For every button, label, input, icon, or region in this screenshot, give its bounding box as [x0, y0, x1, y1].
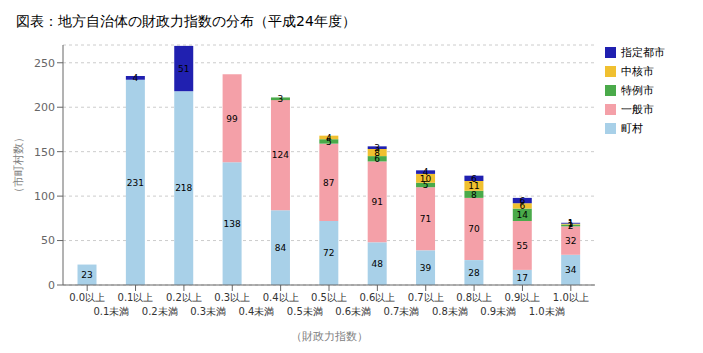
- svg-text:0.9未満: 0.9未満: [480, 306, 516, 317]
- svg-text:1.0未満: 1.0未満: [529, 306, 565, 317]
- html-text:一般市: 一般市: [621, 103, 654, 116]
- svg-text:0.8未満: 0.8未満: [432, 306, 468, 317]
- svg-text:0.3以上: 0.3以上: [214, 292, 250, 303]
- svg-text:0.4以上: 0.4以上: [263, 292, 299, 303]
- svg-text:70: 70: [468, 224, 480, 234]
- svg-text:0.2未満: 0.2未満: [142, 306, 178, 317]
- svg-text:4: 4: [423, 167, 429, 177]
- svg-text:0.2以上: 0.2以上: [166, 292, 202, 303]
- svg-text:0: 0: [48, 279, 55, 292]
- html-text:特例市: 特例市: [621, 84, 654, 97]
- svg-text:124: 124: [272, 150, 289, 160]
- svg-text:218: 218: [175, 183, 192, 193]
- svg-text:150: 150: [34, 146, 55, 159]
- svg-text:1.0以上: 1.0以上: [553, 292, 589, 303]
- svg-text:0.1未満: 0.1未満: [93, 306, 129, 317]
- svg-text:4: 4: [133, 73, 139, 83]
- svg-text:0.3未満: 0.3未満: [190, 306, 226, 317]
- svg-text:250: 250: [34, 57, 55, 70]
- svg-text:（市町村数）: （市町村数）: [12, 132, 25, 198]
- svg-text:0.5以上: 0.5以上: [311, 292, 347, 303]
- svg-text:14: 14: [517, 210, 529, 220]
- svg-text:100: 100: [34, 190, 55, 203]
- svg-text:34: 34: [565, 265, 577, 275]
- svg-text:231: 231: [127, 178, 144, 188]
- svg-text:1: 1: [568, 219, 574, 229]
- svg-text:48: 48: [371, 259, 383, 269]
- html-text:図表：地方自治体の財政力指数の分布（平成24年度）: 図表：地方自治体の財政力指数の分布（平成24年度）: [16, 13, 356, 29]
- svg-text:84: 84: [275, 243, 287, 253]
- svg-text:1: 1: [568, 218, 574, 228]
- svg-text:72: 72: [323, 248, 334, 258]
- svg-text:138: 138: [224, 219, 241, 229]
- svg-text:99: 99: [226, 114, 238, 124]
- svg-text:51: 51: [178, 64, 189, 74]
- svg-text:11: 11: [468, 181, 480, 192]
- svg-text:55: 55: [517, 241, 528, 251]
- svg-text:6: 6: [374, 154, 381, 164]
- svg-text:6: 6: [471, 174, 477, 184]
- svg-text:6: 6: [519, 201, 526, 212]
- svg-text:3: 3: [278, 94, 284, 104]
- svg-text:3: 3: [374, 143, 380, 153]
- svg-text:0.8以上: 0.8以上: [456, 292, 492, 303]
- svg-text:17: 17: [517, 273, 528, 283]
- svg-text:28: 28: [468, 268, 480, 278]
- svg-text:87: 87: [323, 178, 334, 188]
- svg-text:8: 8: [471, 189, 477, 200]
- svg-text:0.6以上: 0.6以上: [359, 292, 395, 303]
- html-text:町村: 町村: [621, 122, 643, 135]
- svg-text:0.5未満: 0.5未満: [287, 306, 323, 317]
- svg-text:6: 6: [519, 196, 525, 206]
- svg-text:0.1以上: 0.1以上: [118, 292, 154, 303]
- svg-text:0.7未満: 0.7未満: [384, 306, 420, 317]
- svg-text:71: 71: [420, 214, 431, 224]
- svg-text:0.9以上: 0.9以上: [505, 292, 541, 303]
- svg-text:4: 4: [326, 133, 332, 143]
- svg-text:23: 23: [81, 270, 92, 280]
- svg-text:50: 50: [41, 234, 55, 247]
- html-text:指定都市: 指定都市: [621, 46, 665, 59]
- svg-text:0.7以上: 0.7以上: [408, 292, 444, 303]
- svg-text:32: 32: [565, 236, 576, 246]
- svg-text:0.0以上: 0.0以上: [69, 292, 105, 303]
- svg-text:10: 10: [419, 173, 432, 184]
- svg-text:91: 91: [371, 197, 382, 207]
- svg-text:（財政力指数）: （財政力指数）: [291, 330, 368, 343]
- html-text:中核市: 中核市: [621, 65, 654, 78]
- svg-text:39: 39: [420, 263, 432, 273]
- svg-text:200: 200: [34, 101, 55, 114]
- svg-text:0.4未満: 0.4未満: [239, 306, 275, 317]
- svg-text:0.6未満: 0.6未満: [335, 306, 371, 317]
- svg-text:5: 5: [422, 180, 429, 191]
